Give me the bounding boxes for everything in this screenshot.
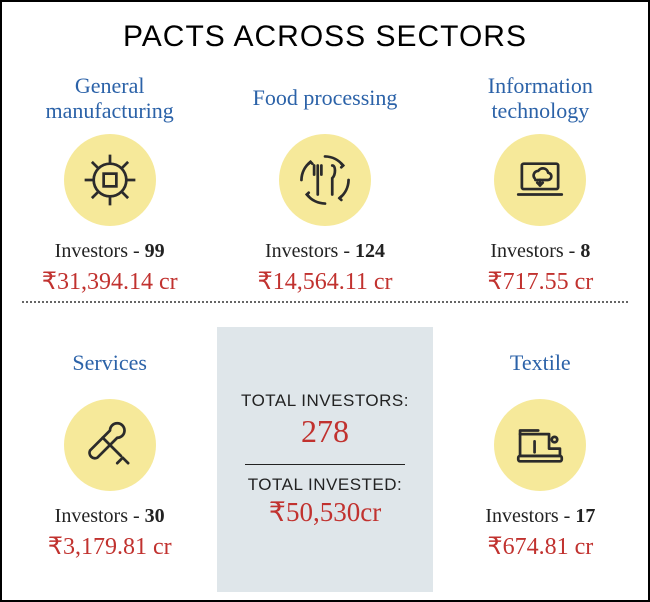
sector-card: Food processing Investors - 124 [217, 62, 432, 327]
sector-name: Information technology [441, 72, 640, 124]
sector-name: General manufacturing [10, 72, 209, 124]
sector-name: Services [72, 337, 147, 389]
total-invested-label: TOTAL INVESTED: [248, 475, 403, 495]
investors-label: Investors [265, 240, 338, 262]
sewing-machine-icon [494, 399, 586, 491]
investors-count: 17 [575, 505, 595, 527]
investors-line: Investors - 30 [55, 505, 165, 528]
infographic-title: PACTS ACROSS SECTORS [2, 2, 648, 62]
investors-count: 124 [355, 240, 385, 262]
laptop-cloud-icon [494, 134, 586, 226]
amount-value: ₹674.81 cr [487, 532, 593, 561]
amount-value: ₹31,394.14 cr [42, 267, 178, 296]
sectors-grid: General manufacturing Investors - 99 ₹31… [2, 62, 648, 592]
fork-knife-icon [279, 134, 371, 226]
investors-label: Investors [485, 505, 558, 527]
investors-label: Investors [490, 240, 563, 262]
summary-card: TOTAL INVESTORS: 278 TOTAL INVESTED: ₹50… [217, 327, 432, 592]
summary-divider [245, 464, 404, 465]
total-invested-value: ₹50,530cr [269, 497, 381, 528]
amount-value: ₹14,564.11 cr [257, 267, 392, 296]
sector-card: Services Investors - 30 ₹3,179.81 cr [2, 327, 217, 592]
amount-value: ₹717.55 cr [487, 267, 593, 296]
investors-label: Investors [55, 505, 128, 527]
investors-count: 30 [145, 505, 165, 527]
investors-line: Investors - 124 [265, 240, 385, 263]
investors-line: Investors - 8 [490, 240, 590, 263]
total-investors-value: 278 [301, 413, 349, 450]
investors-line: Investors - 99 [55, 240, 165, 263]
investors-label: Investors [55, 240, 128, 262]
infographic-container: PACTS ACROSS SECTORS General manufacturi… [0, 0, 650, 602]
gear-icon [64, 134, 156, 226]
investors-line: Investors - 17 [485, 505, 595, 528]
total-investors-label: TOTAL INVESTORS: [241, 391, 409, 411]
investors-count: 99 [145, 240, 165, 262]
sector-name: Food processing [253, 72, 398, 124]
sector-name: Textile [510, 337, 571, 389]
sector-card: General manufacturing Investors - 99 ₹31… [2, 62, 217, 327]
sector-card: Textile Investors - 17 ₹674.81 cr [433, 327, 648, 592]
tools-icon [64, 399, 156, 491]
sector-card: Information technology Investors - 8 ₹71… [433, 62, 648, 327]
investors-count: 8 [580, 240, 590, 262]
amount-value: ₹3,179.81 cr [48, 532, 172, 561]
